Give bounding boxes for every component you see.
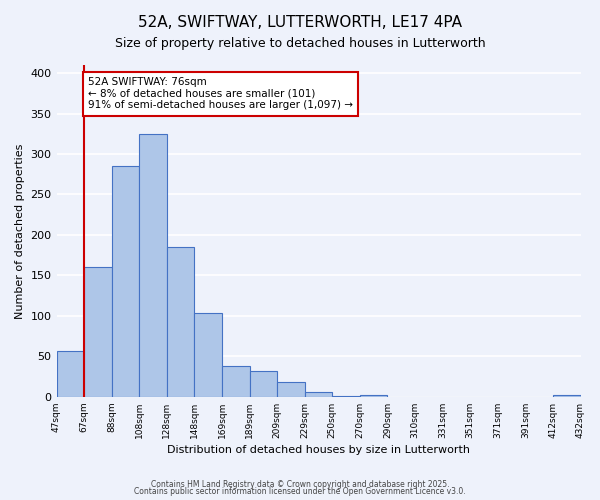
Text: Contains public sector information licensed under the Open Government Licence v3: Contains public sector information licen… [134,487,466,496]
Bar [277,382,305,397]
Bar [139,134,167,397]
Bar [194,314,222,397]
Bar [167,247,194,397]
Bar [332,396,360,397]
Bar [84,268,112,397]
X-axis label: Distribution of detached houses by size in Lutterworth: Distribution of detached houses by size … [167,445,470,455]
Bar [360,395,388,397]
Bar [250,371,277,397]
Bar [553,395,581,397]
Y-axis label: Number of detached properties: Number of detached properties [15,143,25,318]
Bar [305,392,332,397]
Bar [222,366,250,397]
Bar [56,350,84,397]
Bar [112,166,139,397]
Text: Size of property relative to detached houses in Lutterworth: Size of property relative to detached ho… [115,38,485,51]
Text: 52A, SWIFTWAY, LUTTERWORTH, LE17 4PA: 52A, SWIFTWAY, LUTTERWORTH, LE17 4PA [138,15,462,30]
Text: 52A SWIFTWAY: 76sqm
← 8% of detached houses are smaller (101)
91% of semi-detach: 52A SWIFTWAY: 76sqm ← 8% of detached hou… [88,77,353,110]
Text: Contains HM Land Registry data © Crown copyright and database right 2025.: Contains HM Land Registry data © Crown c… [151,480,449,489]
